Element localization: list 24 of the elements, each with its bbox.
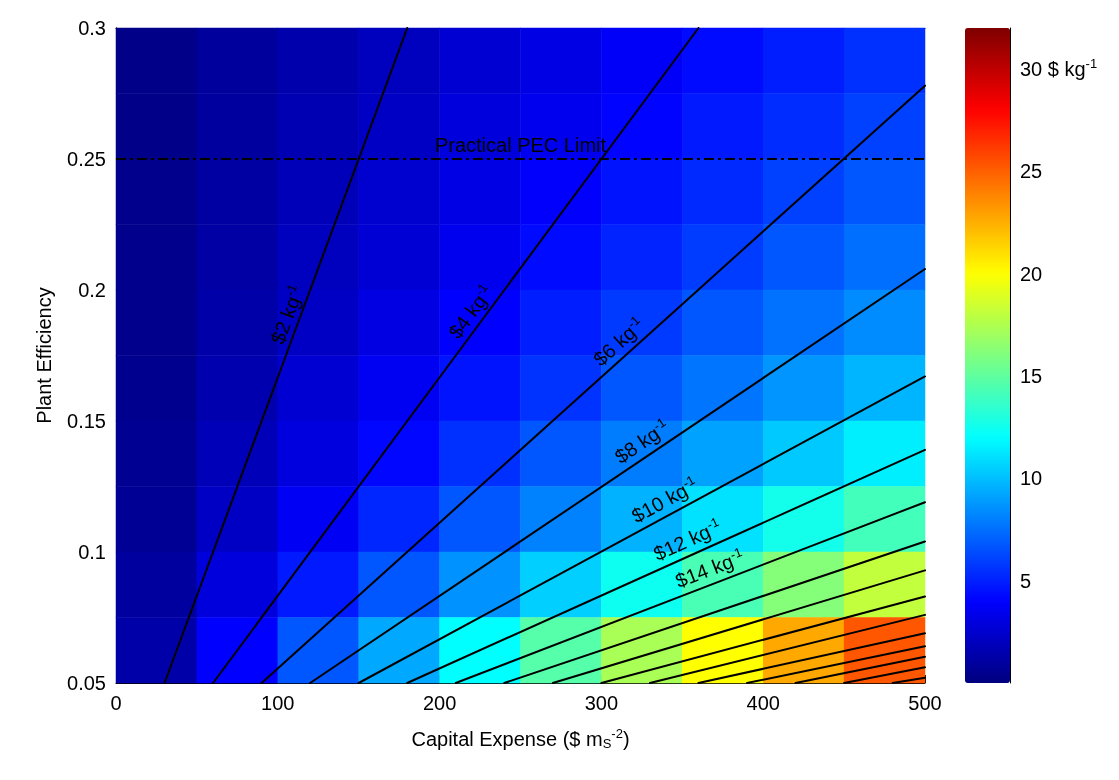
text: $8 kg-1 [610,414,669,468]
color-bar-label: 20 [1020,262,1043,285]
y-tick-label: 0.1 [78,541,106,563]
y-tick-label: 0.2 [78,279,106,301]
x-tick-label: 200 [422,692,457,714]
text: $2 kg-1 [266,282,305,347]
y-tick-label: 0.05 [67,672,106,694]
text: $10 kg-1 [627,472,698,528]
ref-line-label: Practical PEC Limit [434,134,607,156]
text: $6 kg-1 [588,312,643,371]
y-tick-label: 0.3 [78,17,106,39]
color-bar-label: 10 [1020,467,1043,490]
y-tick-label: 0.25 [67,148,106,170]
x-tick-label: 300 [584,692,619,714]
color-bar-label: 25 [1020,160,1043,183]
y-tick-label: 0.15 [67,410,106,432]
text: $4 kg-1 [443,280,491,343]
x-tick-label: 500 [908,692,942,714]
x-tick-label: 100 [261,692,295,714]
x-tick-label: 400 [746,692,780,714]
color-bar-label: 15 [1020,364,1043,387]
y-axis-title: Plant Efficiency [33,287,55,424]
color-bar-label: 5 [1020,569,1032,592]
x-tick-label: 0 [110,692,122,714]
